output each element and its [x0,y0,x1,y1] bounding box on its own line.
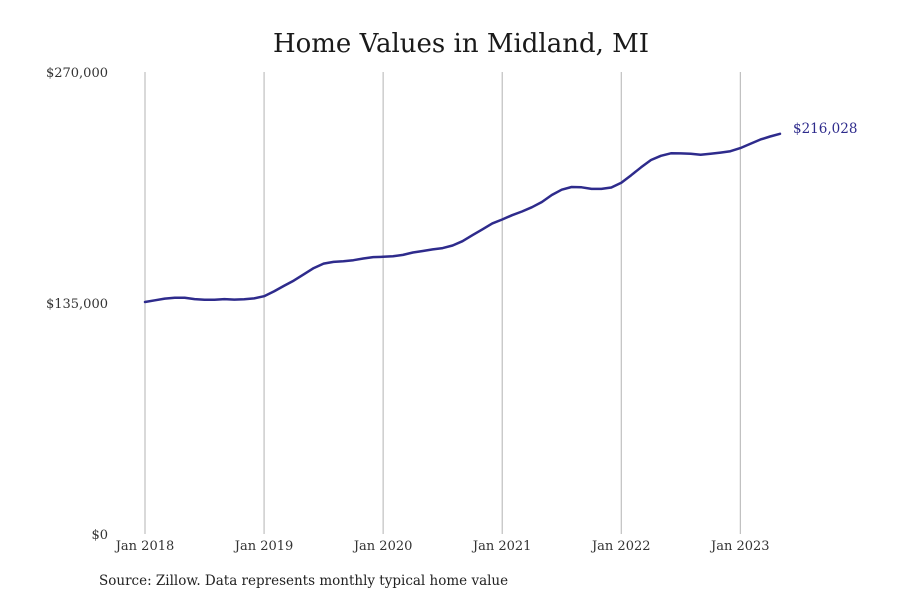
end-value-label: $216,028 [793,121,857,137]
y-tick-label: $135,000 [46,297,108,312]
y-tick-label: $0 [91,528,108,543]
grid-lines [144,72,741,534]
x-tick-label: Jan 2020 [352,539,413,554]
series-group [143,132,782,304]
source-note: Source: Zillow. Data represents monthly … [99,573,508,589]
y-axis-ticks: $0 $135,000 $270,000 [46,66,108,543]
series-line [143,132,782,304]
x-tick-label: Jan 2019 [233,539,294,554]
x-tick-label: Jan 2021 [471,539,532,554]
x-tick-label: Jan 2018 [114,539,175,554]
y-tick-label: $270,000 [46,66,108,81]
chart-title: Home Values in Midland, MI [273,29,649,59]
x-tick-label: Jan 2023 [709,539,770,554]
x-axis-ticks: Jan 2018 Jan 2019 Jan 2020 Jan 2021 Jan 2022… [114,539,770,554]
x-tick-label: Jan 2022 [590,539,651,554]
